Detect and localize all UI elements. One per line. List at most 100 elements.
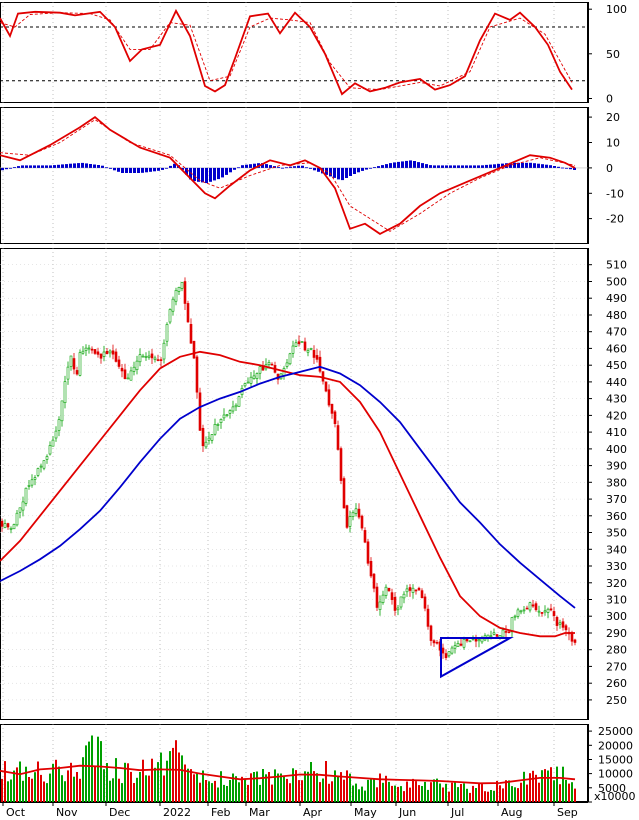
volume-bar [526,784,528,802]
candle-body [102,351,106,357]
histogram-bar [201,167,204,183]
candle-body [69,355,73,367]
histogram-bar [69,163,72,168]
candle-body [198,392,202,431]
histogram-bar [109,167,112,169]
volume-bar [484,791,486,802]
histogram-bar [345,167,348,178]
candle-body [117,359,121,367]
histogram-bar [425,164,428,168]
candle-body [141,355,145,358]
histogram-bar [97,165,100,168]
volume-bar [121,783,123,802]
histogram-bar [37,165,40,168]
histogram-bar [437,165,440,168]
histogram-bar [9,167,12,169]
candle-body [420,590,424,598]
volume-bar [133,783,135,802]
volume-bar [262,769,264,802]
price-panel: 250 260 270 280 290 300 310 320 330 340 350 360 370 3… [0,248,627,720]
candle-body [72,358,76,370]
histogram-bar [521,162,524,168]
histogram-bar [217,167,220,180]
candle-body [312,349,316,358]
volume-bar [364,790,366,802]
histogram-bar [17,166,20,168]
volume-bar [469,792,471,802]
candle-body [444,653,448,658]
candle-body [147,355,151,358]
histogram-bar [493,164,496,168]
volume-bar [241,776,243,802]
histogram-bar [253,163,256,168]
volume-bar [220,771,222,802]
candle-body [249,376,253,384]
candle-body [375,586,379,608]
volume-bar [142,759,144,802]
histogram-bar [565,167,568,169]
histogram-bar [285,167,288,169]
candle-body [426,608,430,627]
candle-body [522,609,526,612]
candle-body [93,349,97,354]
volume-bar [352,785,354,802]
volume-bar [61,775,63,802]
histogram-bar [429,165,432,168]
volume-bar [160,752,162,802]
candle-body [159,359,163,361]
volume-bar [379,773,381,802]
volume-bar [55,759,57,802]
histogram-bar [1,167,4,171]
volume-bar [304,771,306,802]
volume-bar [547,770,549,802]
candle-body [513,615,517,618]
histogram-bar [77,163,80,168]
volume-bar [478,783,480,802]
x-tick-label: May [354,806,377,819]
volume-bar [247,784,249,802]
volume-bar [103,769,105,802]
y-tick-label: 510 [606,259,627,272]
histogram-bar [489,164,492,168]
volume-bar [331,781,333,802]
y-tick-label: 25000 [598,725,633,738]
volume-bar [556,766,558,802]
volume-bar [13,770,15,802]
histogram-bar [173,163,176,168]
histogram-bar [573,167,576,170]
chart-panels: 05010020100-10-2025026027028029030031032… [0,2,636,803]
histogram-bar [73,163,76,168]
volume-bar [541,770,543,802]
histogram-bar [445,165,448,168]
candle-body [99,353,103,359]
volume-bar [544,769,546,802]
candle-body [324,381,328,392]
candle-body [342,478,346,509]
candle-body [384,586,388,596]
candle-body [6,523,10,528]
volume-bar [388,781,390,802]
candle-body [216,424,220,426]
candle-body [414,589,418,592]
candle-body [237,396,241,407]
candle-body [372,573,376,589]
volume-bar [412,778,414,802]
volume-bar [214,780,216,802]
y-tick-label: 0 [606,93,613,106]
candle-body [114,351,118,362]
histogram-bar [305,167,308,169]
candle-body [348,516,352,527]
volume-bar [19,761,21,802]
volume-bar [463,783,465,802]
volume-bar [457,787,459,802]
volume-bar [409,787,411,802]
y-tick-label: 5000 [598,782,626,795]
histogram-bar [169,165,172,168]
volume-bar [205,780,207,802]
candle-body [195,356,199,393]
y-tick-label: 320 [606,577,627,590]
histogram-bar [193,167,196,182]
histogram-bar [65,164,68,168]
y-tick-label: 20000 [598,739,633,752]
candle-body [168,309,172,323]
